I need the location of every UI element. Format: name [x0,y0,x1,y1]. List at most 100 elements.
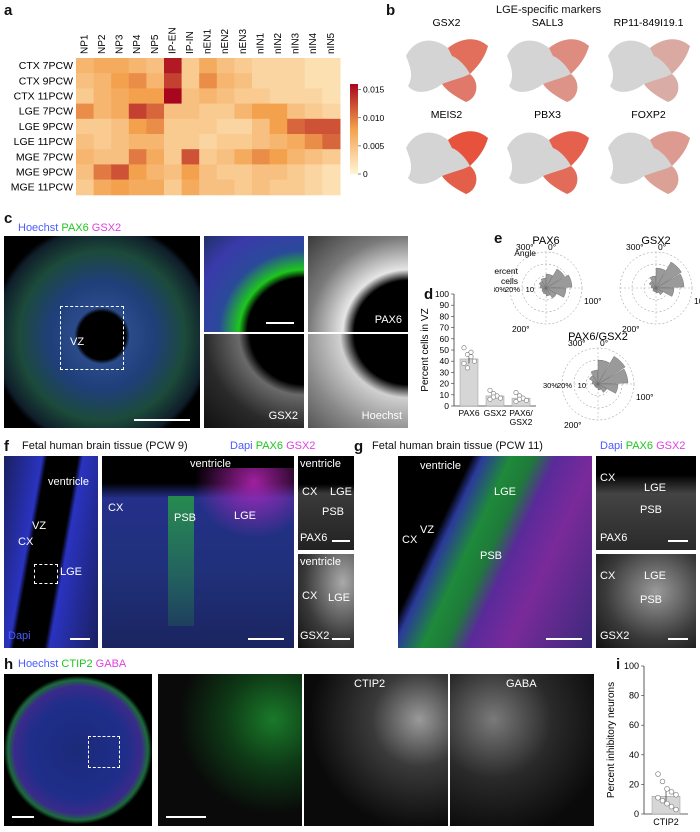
polar-wedge [589,375,599,385]
polar-angle-label: 100° [694,296,700,306]
y-tick-label: 50 [440,345,450,355]
f-gsx2-channel: GSX2 [300,630,330,642]
c-merge-scale-bar [266,322,294,324]
heatmap-col-label: nEN1 [203,29,214,54]
heatmap-cell [216,118,235,135]
heatmap-cell [146,134,165,150]
heatmap-cell [304,149,323,165]
f-ov-cx: CX [18,536,34,548]
legend-pax6: PAX6 [625,440,653,452]
heatmap-cell [93,58,112,74]
heatmap-cell [93,164,112,181]
f-pax6-lge: LGE [330,486,353,498]
heatmap-cell [128,118,147,135]
legend-pax6: PAX6 [255,440,283,452]
panel-label-d: d [424,286,434,303]
panel-label-f: f [4,438,9,455]
y-axis-label: Percent inhibitory neurons [606,682,617,798]
heatmap-cell [269,179,288,196]
heatmap-cell [216,103,235,120]
umap-marker-region [650,39,690,74]
inhibitory-bar-chart: 0 20 40 60 80 100 Percent inhibitory neurons CT… [606,661,688,827]
heatmap-row-label: LGE 11PCW [14,136,73,148]
polar-wedge [545,287,567,298]
heatmap-row-label: LGE 7PCW [19,106,73,118]
x-tick-label: CTIP2 [653,817,679,827]
g-pax6-cx: CX [600,472,616,484]
heatmap-cell [234,164,253,181]
c-gsx2-label: GSX2 [268,410,298,422]
umap-plot: PBX3 [507,109,589,194]
data-point [517,396,523,402]
data-point [513,399,519,405]
heatmap-cell [322,58,341,74]
legend-gsx2: GSX2 [91,222,122,234]
heatmap-cell [252,164,271,181]
g-main-lge: LGE [494,486,517,498]
heatmap-cell [146,164,165,181]
f-pax6-signal [168,496,194,626]
heatmap-cell [76,58,95,74]
heatmap-cell [199,103,218,120]
y-tick-label: 100 [624,661,639,671]
polar-angle-label: 100° [584,296,602,306]
polar-wedge [590,369,599,385]
heatmap-cell [216,164,235,181]
heatmap-cell [93,103,112,120]
polar-wedge [649,275,657,289]
polar-wedge [597,356,626,385]
data-point [487,387,493,393]
panel-label-i: i [616,656,621,673]
polar-tick-label: 10 [578,381,586,390]
heatmap-cell [146,58,165,74]
heatmap-cell [93,149,112,165]
umap-cloud [608,131,690,194]
heatmap-cell [199,118,218,135]
heatmap-cell [146,118,165,135]
heatmap-cell [287,88,306,105]
heatmap-cell [76,88,95,105]
heatmap-cell [322,103,341,120]
f-pax6-tile: ventricle CX LGE PSB PAX6 [298,456,354,550]
heatmap-cell [76,103,95,120]
c-gsx2-tile: GSX2 [204,334,304,428]
heatmap-cell [322,164,341,181]
heatmap-col-label: nIN5 [326,32,337,54]
heatmap-cell [146,88,165,105]
legend-ctip2: CTIP2 [61,658,93,670]
panel-label-a: a [4,2,13,19]
g-main-image: ventricle LGE VZ CX PSB [398,456,592,648]
h-ctip2-label: CTIP2 [354,678,386,690]
legend-gaba: GABA [95,658,127,670]
y-tick-label: 70 [440,323,450,333]
heatmap-row-label: CTX 9PCW [19,75,73,87]
polar-tick-label: 30% [543,381,558,390]
data-point [673,806,679,813]
g-main-vz: VZ [420,524,435,536]
polar-wedge [597,383,607,393]
polar-cells-caption: Percent [494,266,519,276]
heatmap-cell [181,88,200,105]
heatmap-row-label: MGE 9PCW [16,167,73,179]
f-pax6-cx: CX [302,486,318,498]
heatmap-cell [304,58,323,74]
polar-tick-label: 20% [505,285,520,294]
f-gsx2-ventricle: ventricle [300,556,341,568]
c-vz-label: VZ [70,336,85,348]
heatmap-cell [111,164,130,181]
polar-wedge [597,359,610,385]
heatmap-cell [322,134,341,150]
umap-gene-label: MEIS2 [431,109,463,121]
panel-label-c: c [4,210,13,227]
data-point [664,800,670,807]
heatmap-cell [199,149,218,165]
legend-gsx2: GSX2 [656,440,686,452]
heatmap-cell [164,73,183,89]
h-merge-zoom [158,674,302,826]
polar-wedge [545,287,557,299]
umap-marker-region [448,131,488,166]
polar-angle-caption: Angle [514,248,536,258]
heatmap-col-label: nEN3 [238,29,249,54]
